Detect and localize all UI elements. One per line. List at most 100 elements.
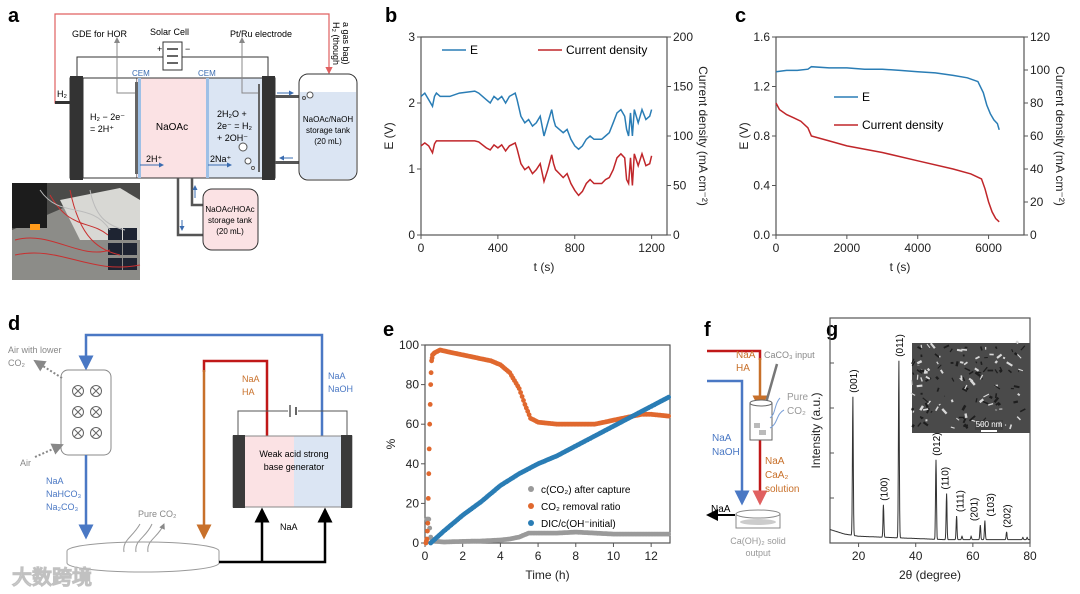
- y2-axis-label: Current density (mA cm⁻²): [1053, 66, 1067, 206]
- peak-label: (110): [941, 467, 952, 490]
- chart-e: 0 2 4 6 8 10 12 0 20 40 60 80 100 Time (h)% c(CO₂) aft…: [384, 338, 671, 582]
- sem-inset-image: 500 nm: [910, 340, 1030, 433]
- data-point: [516, 386, 522, 391]
- cem-left: [138, 78, 141, 178]
- contactor-output-3: Na₂CO₃: [46, 502, 78, 512]
- f-base-species-2: NaOH: [712, 447, 740, 458]
- legend-label: Current density: [566, 43, 647, 57]
- x-tick-label: 800: [565, 241, 585, 255]
- base-flow-line: [78, 333, 324, 437]
- solid-output-1: Ca(OH)₂ solid: [730, 536, 786, 546]
- peak-label: (201): [969, 498, 980, 521]
- cathode-reaction-2: 2e⁻ = H₂: [217, 121, 253, 131]
- y2-tick-label: 60: [1030, 129, 1044, 143]
- h2-inlet-label: H₂: [57, 89, 67, 99]
- data-point: [427, 402, 433, 407]
- cathode-reaction-1: 2H₂O +: [217, 109, 247, 119]
- y-tick-label: 0: [408, 228, 415, 242]
- left-electrode: [70, 76, 83, 180]
- chart-g: 20 40 60 80 2θ (degree) Intensity (a.u.) (001)…: [809, 317, 1037, 582]
- series-2: [428, 394, 671, 546]
- generator-label-1: Weak acid strong: [259, 449, 328, 459]
- legend-label: E: [470, 43, 478, 57]
- y2-tick-label: 20: [1030, 195, 1044, 209]
- panel-a-schematic: + − GDE for HOR Solar Cell Pt/Ru electro…: [12, 13, 358, 280]
- data-point: [518, 390, 523, 395]
- y2-tick-label: 150: [673, 80, 693, 94]
- peak-label: (001): [849, 369, 860, 392]
- x-tick-label: 6: [535, 549, 542, 563]
- x-tick-label: 60: [966, 549, 980, 563]
- data-point: [424, 536, 430, 542]
- data-point: [426, 471, 432, 477]
- anode-reaction-2: = 2H⁺: [90, 124, 114, 134]
- panel-f-schematic: NaA HA CaCO₃ input Pure CO₂ NaA NaOH NaA…: [706, 349, 815, 558]
- series-0: [424, 516, 671, 545]
- data-point: [666, 531, 671, 537]
- solid-output-2: output: [745, 548, 771, 558]
- acid-species-1: NaA: [242, 374, 260, 384]
- tank-bottom: [202, 188, 259, 251]
- air-lower-label-1: Air with lower: [8, 345, 62, 355]
- recycle-label: NaA: [280, 522, 298, 532]
- y-tick-label: 1.6: [753, 30, 770, 44]
- proton-flux-label: 2H⁺: [146, 154, 163, 164]
- chart-c: 0 2000 4000 6000 0.0 0.4 0.8 1.2 1.6 0 20 40 60 80 100…: [737, 30, 1067, 274]
- base-species-2: NaOH: [328, 384, 353, 394]
- y-tick-label: 0.4: [753, 179, 770, 193]
- contactor-output-2: NaHCO₃: [46, 489, 82, 499]
- panel-label-c: c: [735, 5, 746, 27]
- peak-label: (011): [895, 334, 906, 357]
- gde-membrane: [135, 82, 138, 174]
- cem-label-left: CEM: [132, 69, 150, 78]
- panel-label-f: f: [704, 319, 711, 341]
- x-tick-label: 12: [644, 549, 658, 563]
- f-solution-3: solution: [765, 484, 799, 495]
- peak-label: (100): [879, 477, 890, 500]
- h2-gasbag-label-1: H₂ (though: [331, 22, 341, 65]
- air-label: Air: [20, 458, 31, 468]
- panel-d-schematic: Air with lower CO₂ Air NaA NaHCO₃ Na₂CO₃…: [8, 333, 353, 589]
- data-point: [428, 370, 434, 376]
- xrd-pattern: [829, 360, 1030, 541]
- legend-label: Current density: [862, 118, 943, 132]
- panel-label-a: a: [8, 5, 20, 27]
- caco3-input-label: CaCO₃ input: [764, 350, 815, 360]
- y-axis-label: E (V): [382, 122, 396, 149]
- data-point: [427, 421, 433, 427]
- y2-tick-label: 80: [1030, 96, 1044, 110]
- solar-cell-label: Solar Cell: [150, 27, 189, 37]
- y2-tick-label: 0: [673, 228, 680, 242]
- legend-marker: [528, 503, 534, 509]
- f-solution-1: NaA: [765, 456, 785, 467]
- y-tick-label: 1.2: [753, 80, 770, 94]
- acid-species-2: HA: [242, 387, 255, 397]
- y-tick-label: 0: [412, 536, 419, 550]
- wire-right: [182, 56, 269, 76]
- y-tick-label: 20: [406, 496, 420, 510]
- f-acid-species-2: HA: [736, 363, 750, 374]
- y-tick-label: 60: [406, 417, 420, 431]
- panel-label-b: b: [385, 5, 397, 27]
- f-pure-co2-1: Pure: [787, 392, 809, 403]
- y2-axis-label: Current density (mA cm⁻²): [696, 66, 710, 206]
- legend-label: E: [862, 90, 870, 104]
- x-tick-label: 400: [488, 241, 508, 255]
- series-line-e: [775, 65, 1000, 131]
- tank-right-line-2: storage tank: [306, 126, 351, 135]
- tank-bottom-line-1: NaOAc/HOAc: [205, 205, 254, 214]
- peak-label: (012): [932, 432, 943, 455]
- y-axis-label: Intensity (a.u.): [809, 392, 823, 468]
- data-point: [426, 446, 432, 452]
- x-tick-label: 0: [422, 549, 429, 563]
- y2-tick-label: 200: [673, 30, 693, 44]
- base-species-1: NaA: [328, 371, 346, 381]
- data-point: [425, 520, 431, 526]
- x-axis-label: t (s): [534, 260, 555, 274]
- y-axis-label: E (V): [737, 122, 751, 149]
- x-tick-label: 20: [852, 549, 866, 563]
- y2-tick-label: 0: [1030, 228, 1037, 242]
- sodium-flux-label: 2Na⁺: [210, 154, 232, 164]
- x-axis-label: Time (h): [525, 568, 569, 582]
